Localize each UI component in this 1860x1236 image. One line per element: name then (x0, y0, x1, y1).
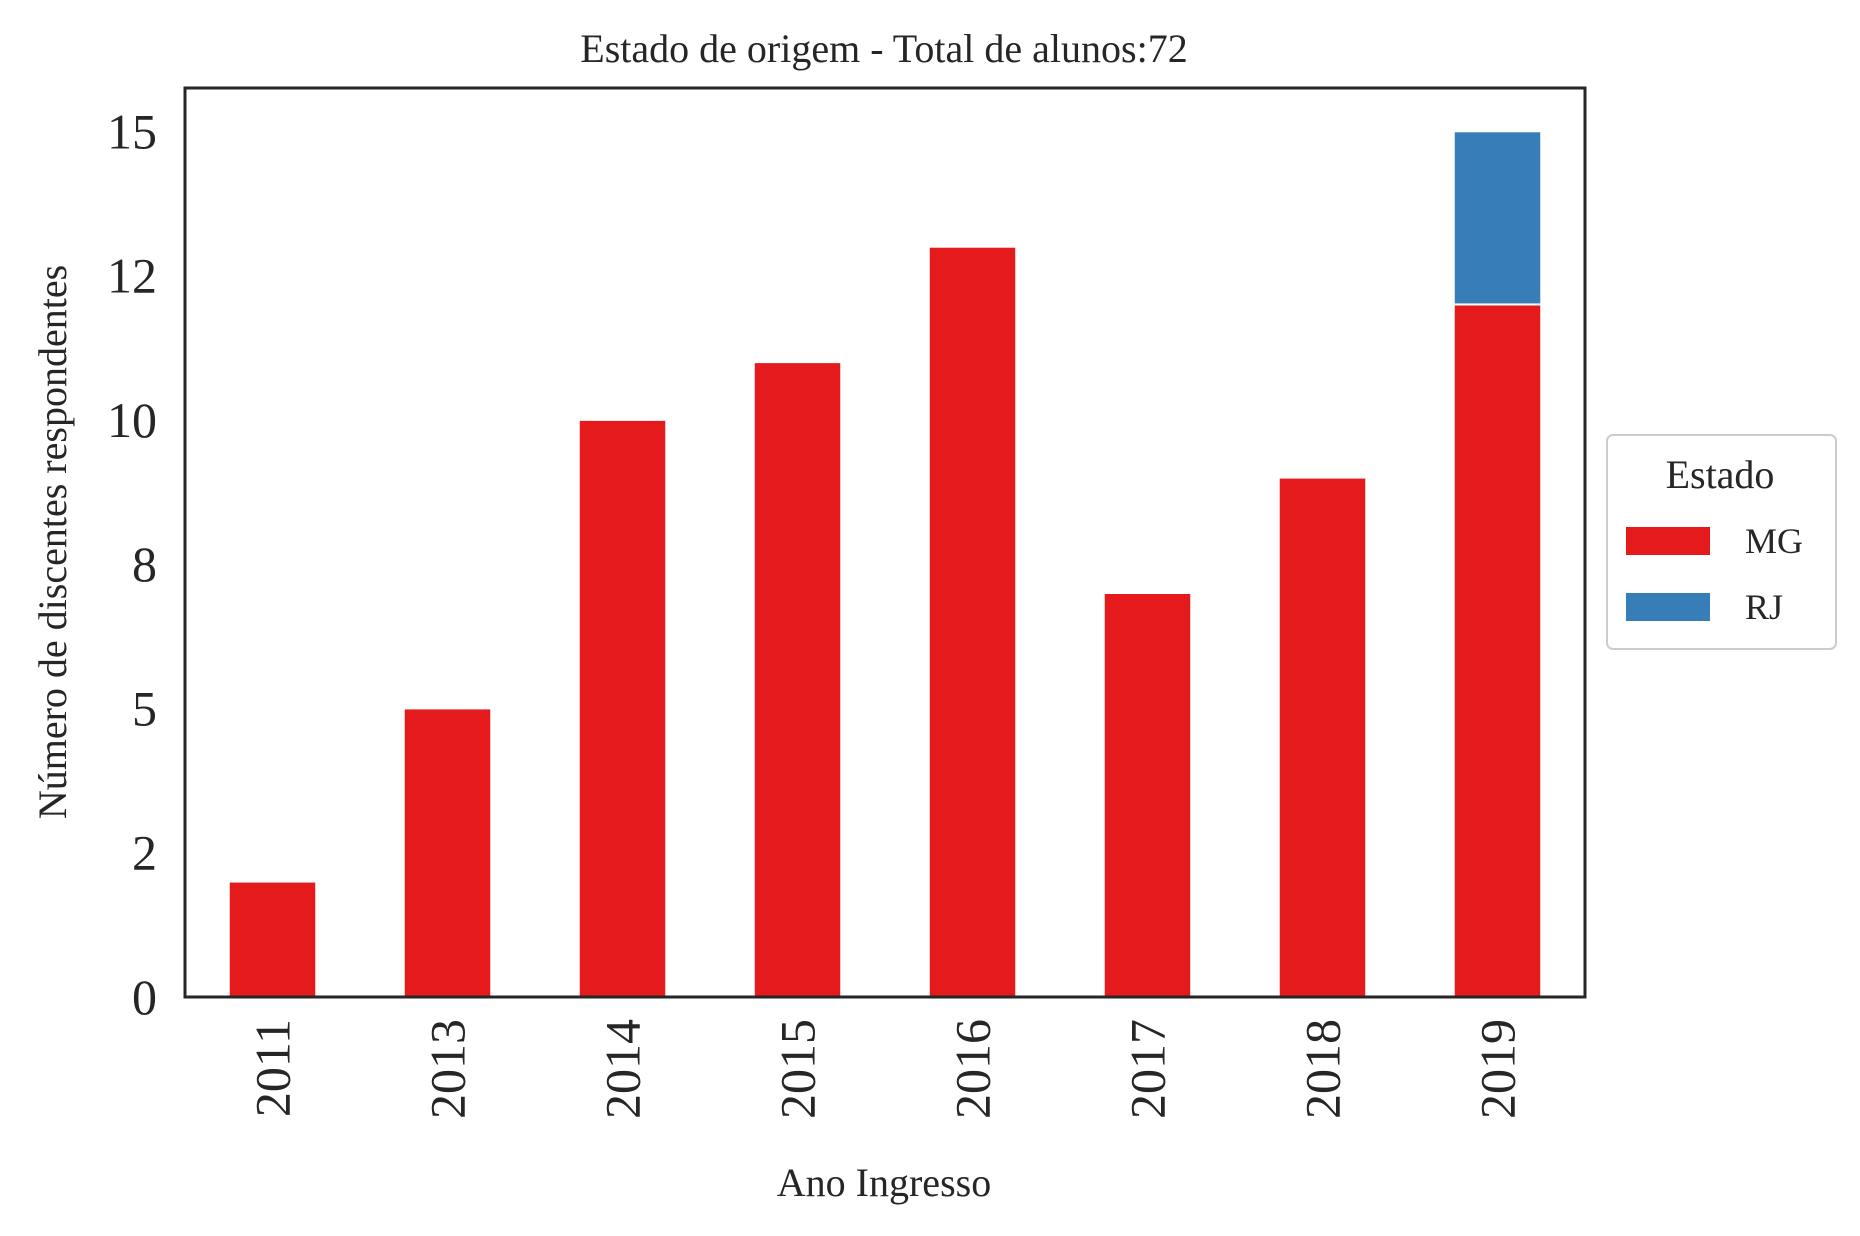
legend-label-MG: MG (1745, 521, 1803, 561)
y-tick-label: 5 (132, 680, 157, 736)
bar-MG-2014 (577, 418, 668, 998)
legend-items: MG RJ (1626, 521, 1803, 627)
bar-MG-2013 (402, 707, 493, 998)
x-tick-label-2014: 2014 (595, 1019, 651, 1119)
bar-MG-2018 (1277, 476, 1368, 998)
y-tick-label: 0 (132, 969, 157, 1025)
legend-title: Estado (1666, 452, 1775, 497)
x-tick-label-2019: 2019 (1470, 1019, 1526, 1119)
x-tick-label-2016: 2016 (945, 1019, 1001, 1119)
bar-RJ-2019 (1452, 130, 1543, 306)
x-axis-label: Ano Ingresso (777, 1160, 991, 1205)
x-axis-ticks: 2011 2013 2014 2015 2016 2017 2018 2019 (245, 1019, 1526, 1119)
legend-swatch-MG (1626, 527, 1710, 555)
legend: Estado MG RJ (1606, 434, 1837, 650)
bar-MG-2017 (1102, 592, 1193, 998)
bar-MG-2015 (752, 361, 843, 998)
y-tick-label: 10 (107, 392, 157, 448)
plot-area (183, 86, 1587, 999)
y-axis-ticks: 0 2 5 8 10 12 15 (107, 103, 157, 1025)
x-tick-label-2013: 2013 (420, 1019, 476, 1119)
y-tick-label: 12 (107, 248, 157, 304)
bar-MG-2011 (227, 880, 318, 999)
x-tick-label-2015: 2015 (770, 1019, 826, 1119)
chart-title: Estado de origem - Total de alunos:72 (580, 26, 1187, 71)
legend-label-RJ: RJ (1745, 587, 1783, 627)
y-tick-label: 15 (107, 103, 157, 159)
bar-MG-2016 (927, 245, 1018, 998)
legend-swatch-RJ (1626, 593, 1710, 621)
x-tick-label-2017: 2017 (1120, 1019, 1176, 1119)
plot-frame (183, 86, 1587, 999)
y-axis-label: Número de discentes respondentes (30, 265, 75, 819)
y-tick-label: 2 (132, 825, 157, 881)
x-tick-label-2018: 2018 (1295, 1019, 1351, 1119)
x-tick-label-2011: 2011 (245, 1019, 301, 1117)
bar-MG-2019 (1452, 303, 1543, 998)
y-tick-label: 8 (132, 536, 157, 592)
